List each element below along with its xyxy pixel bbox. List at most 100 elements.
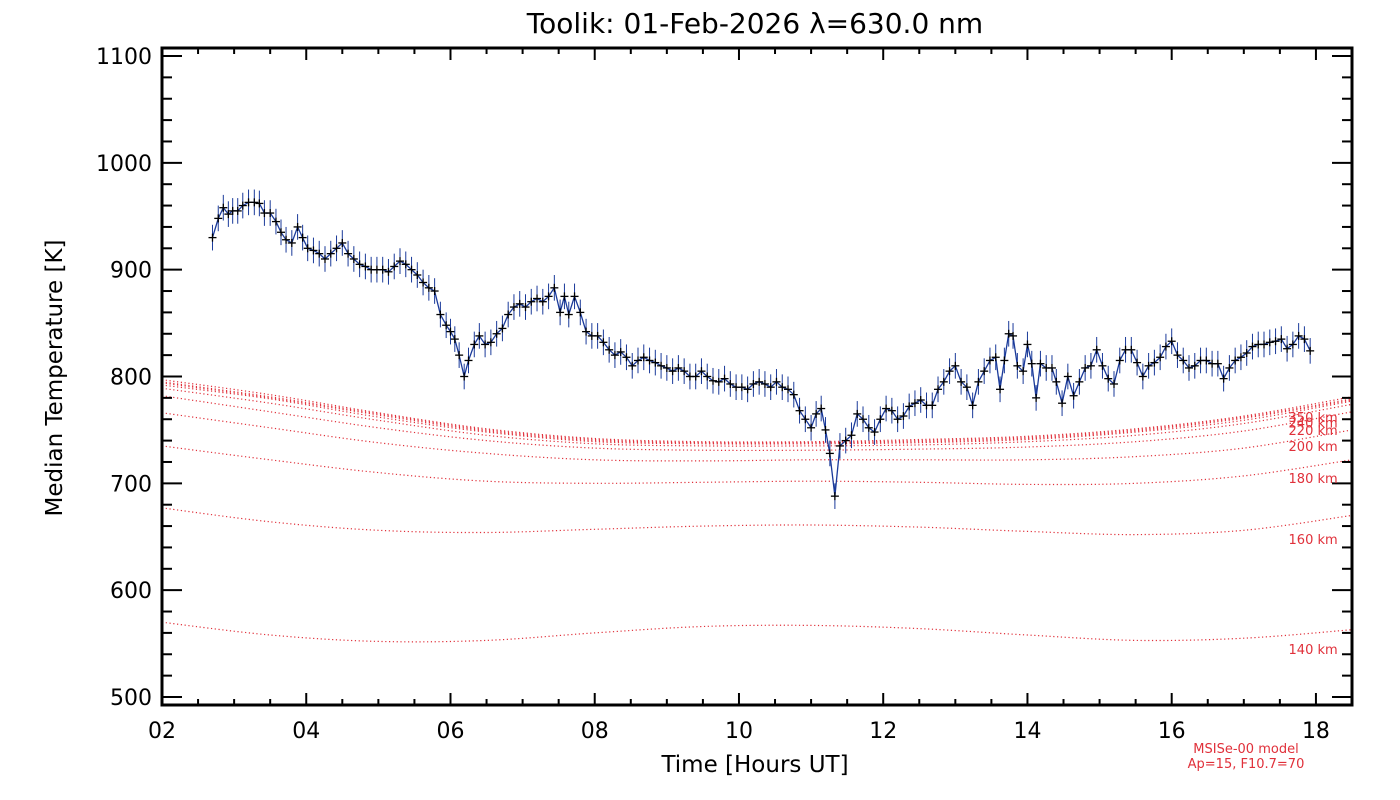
data-point: [1138, 363, 1147, 390]
data-point: [436, 301, 445, 328]
data-point: [1213, 350, 1222, 377]
data-point: [778, 374, 787, 401]
data-point: [610, 342, 619, 368]
data-point: [326, 240, 335, 267]
data-point: [401, 251, 410, 278]
data-point: [1288, 331, 1297, 358]
data-point: [582, 318, 591, 345]
model-label: 350 km: [1289, 411, 1338, 426]
data-point: [847, 422, 856, 449]
data-point: [1248, 333, 1257, 360]
data-point: [287, 230, 296, 256]
data-point: [812, 401, 821, 427]
data-point: [876, 406, 885, 433]
data-point: [605, 336, 614, 363]
data-point: [430, 278, 439, 304]
model-curve-280-km: [161, 382, 1353, 444]
data-point: [544, 283, 553, 310]
model-label: 180 km: [1289, 472, 1338, 487]
data-point: [916, 387, 925, 413]
model-curve-300-km: [161, 381, 1353, 444]
data-point: [807, 414, 816, 441]
data-point: [859, 406, 868, 433]
model-label: 240 km: [1289, 416, 1338, 431]
data-point: [703, 363, 712, 390]
data-point: [726, 371, 735, 397]
data-point: [1081, 355, 1090, 381]
data-point: [760, 371, 769, 397]
data-point: [934, 376, 943, 403]
data-point: [475, 323, 484, 349]
x-axis: 02 04 06 08 10 12 14 16 18: [148, 48, 1330, 744]
data-point: [455, 342, 464, 368]
data-point: [841, 427, 850, 454]
y-tick-label: 700: [110, 472, 152, 497]
data-point: [1127, 336, 1136, 363]
data-point: [1052, 369, 1061, 395]
data-point: [697, 358, 706, 384]
data-point: [509, 294, 518, 320]
data-point: [470, 331, 479, 358]
data-point: [662, 355, 671, 381]
data-point: [450, 326, 459, 352]
data-point: [460, 363, 469, 390]
data-point: [1271, 328, 1280, 355]
data-point: [1110, 371, 1118, 397]
data-point: [899, 403, 908, 429]
data-point: [905, 393, 914, 420]
data-point: [1013, 352, 1022, 379]
y-tick-label: 900: [110, 259, 152, 284]
data-point: [1104, 365, 1113, 392]
data-point: [384, 258, 393, 285]
data-point: [680, 358, 689, 384]
data-point: [266, 200, 275, 226]
data-point: [1219, 365, 1228, 392]
data-point: [996, 376, 1005, 403]
data-point: [974, 369, 983, 395]
data-point: [390, 253, 399, 280]
data-point: [1000, 347, 1009, 374]
data-point: [1047, 355, 1056, 381]
data-point: [1167, 328, 1176, 355]
data-point: [737, 374, 746, 401]
data-point: [674, 355, 683, 381]
model-curve-350-km: [161, 379, 1353, 443]
model-curve-200-km: [161, 412, 1353, 462]
data-point: [801, 406, 810, 433]
data-point: [1294, 323, 1303, 349]
data-point: [864, 414, 873, 441]
data-point: [1190, 352, 1199, 379]
data-point: [504, 301, 513, 328]
data-point: [853, 401, 862, 427]
data-point: [309, 237, 318, 264]
data-point: [928, 392, 937, 419]
measured-series: [208, 189, 1315, 509]
data-point: [282, 226, 291, 253]
data-point: [985, 347, 994, 374]
data-point: [498, 315, 507, 342]
data-point: [446, 318, 455, 345]
model-curves: [161, 379, 1353, 643]
data-point: [556, 299, 565, 326]
model-note-line: Ap=15, F10.7=70: [1188, 757, 1305, 772]
data-point: [315, 240, 324, 267]
data-point: [720, 365, 729, 392]
data-point: [1133, 349, 1142, 376]
data-point: [1185, 355, 1194, 381]
x-tick-label: 18: [1302, 719, 1330, 744]
x-tick-label: 12: [869, 719, 897, 744]
data-point: [835, 433, 844, 459]
data-point: [298, 224, 307, 251]
data-point: [714, 369, 723, 395]
data-point: [1161, 333, 1170, 360]
data-point: [825, 440, 834, 467]
data-point: [238, 192, 247, 219]
data-point: [303, 235, 312, 262]
model-curve-180-km: [161, 445, 1353, 486]
model-label: 160 km: [1289, 533, 1338, 548]
data-point: [255, 190, 264, 217]
data-point: [224, 201, 233, 227]
data-point: [219, 194, 228, 221]
data-point: [1242, 340, 1251, 366]
